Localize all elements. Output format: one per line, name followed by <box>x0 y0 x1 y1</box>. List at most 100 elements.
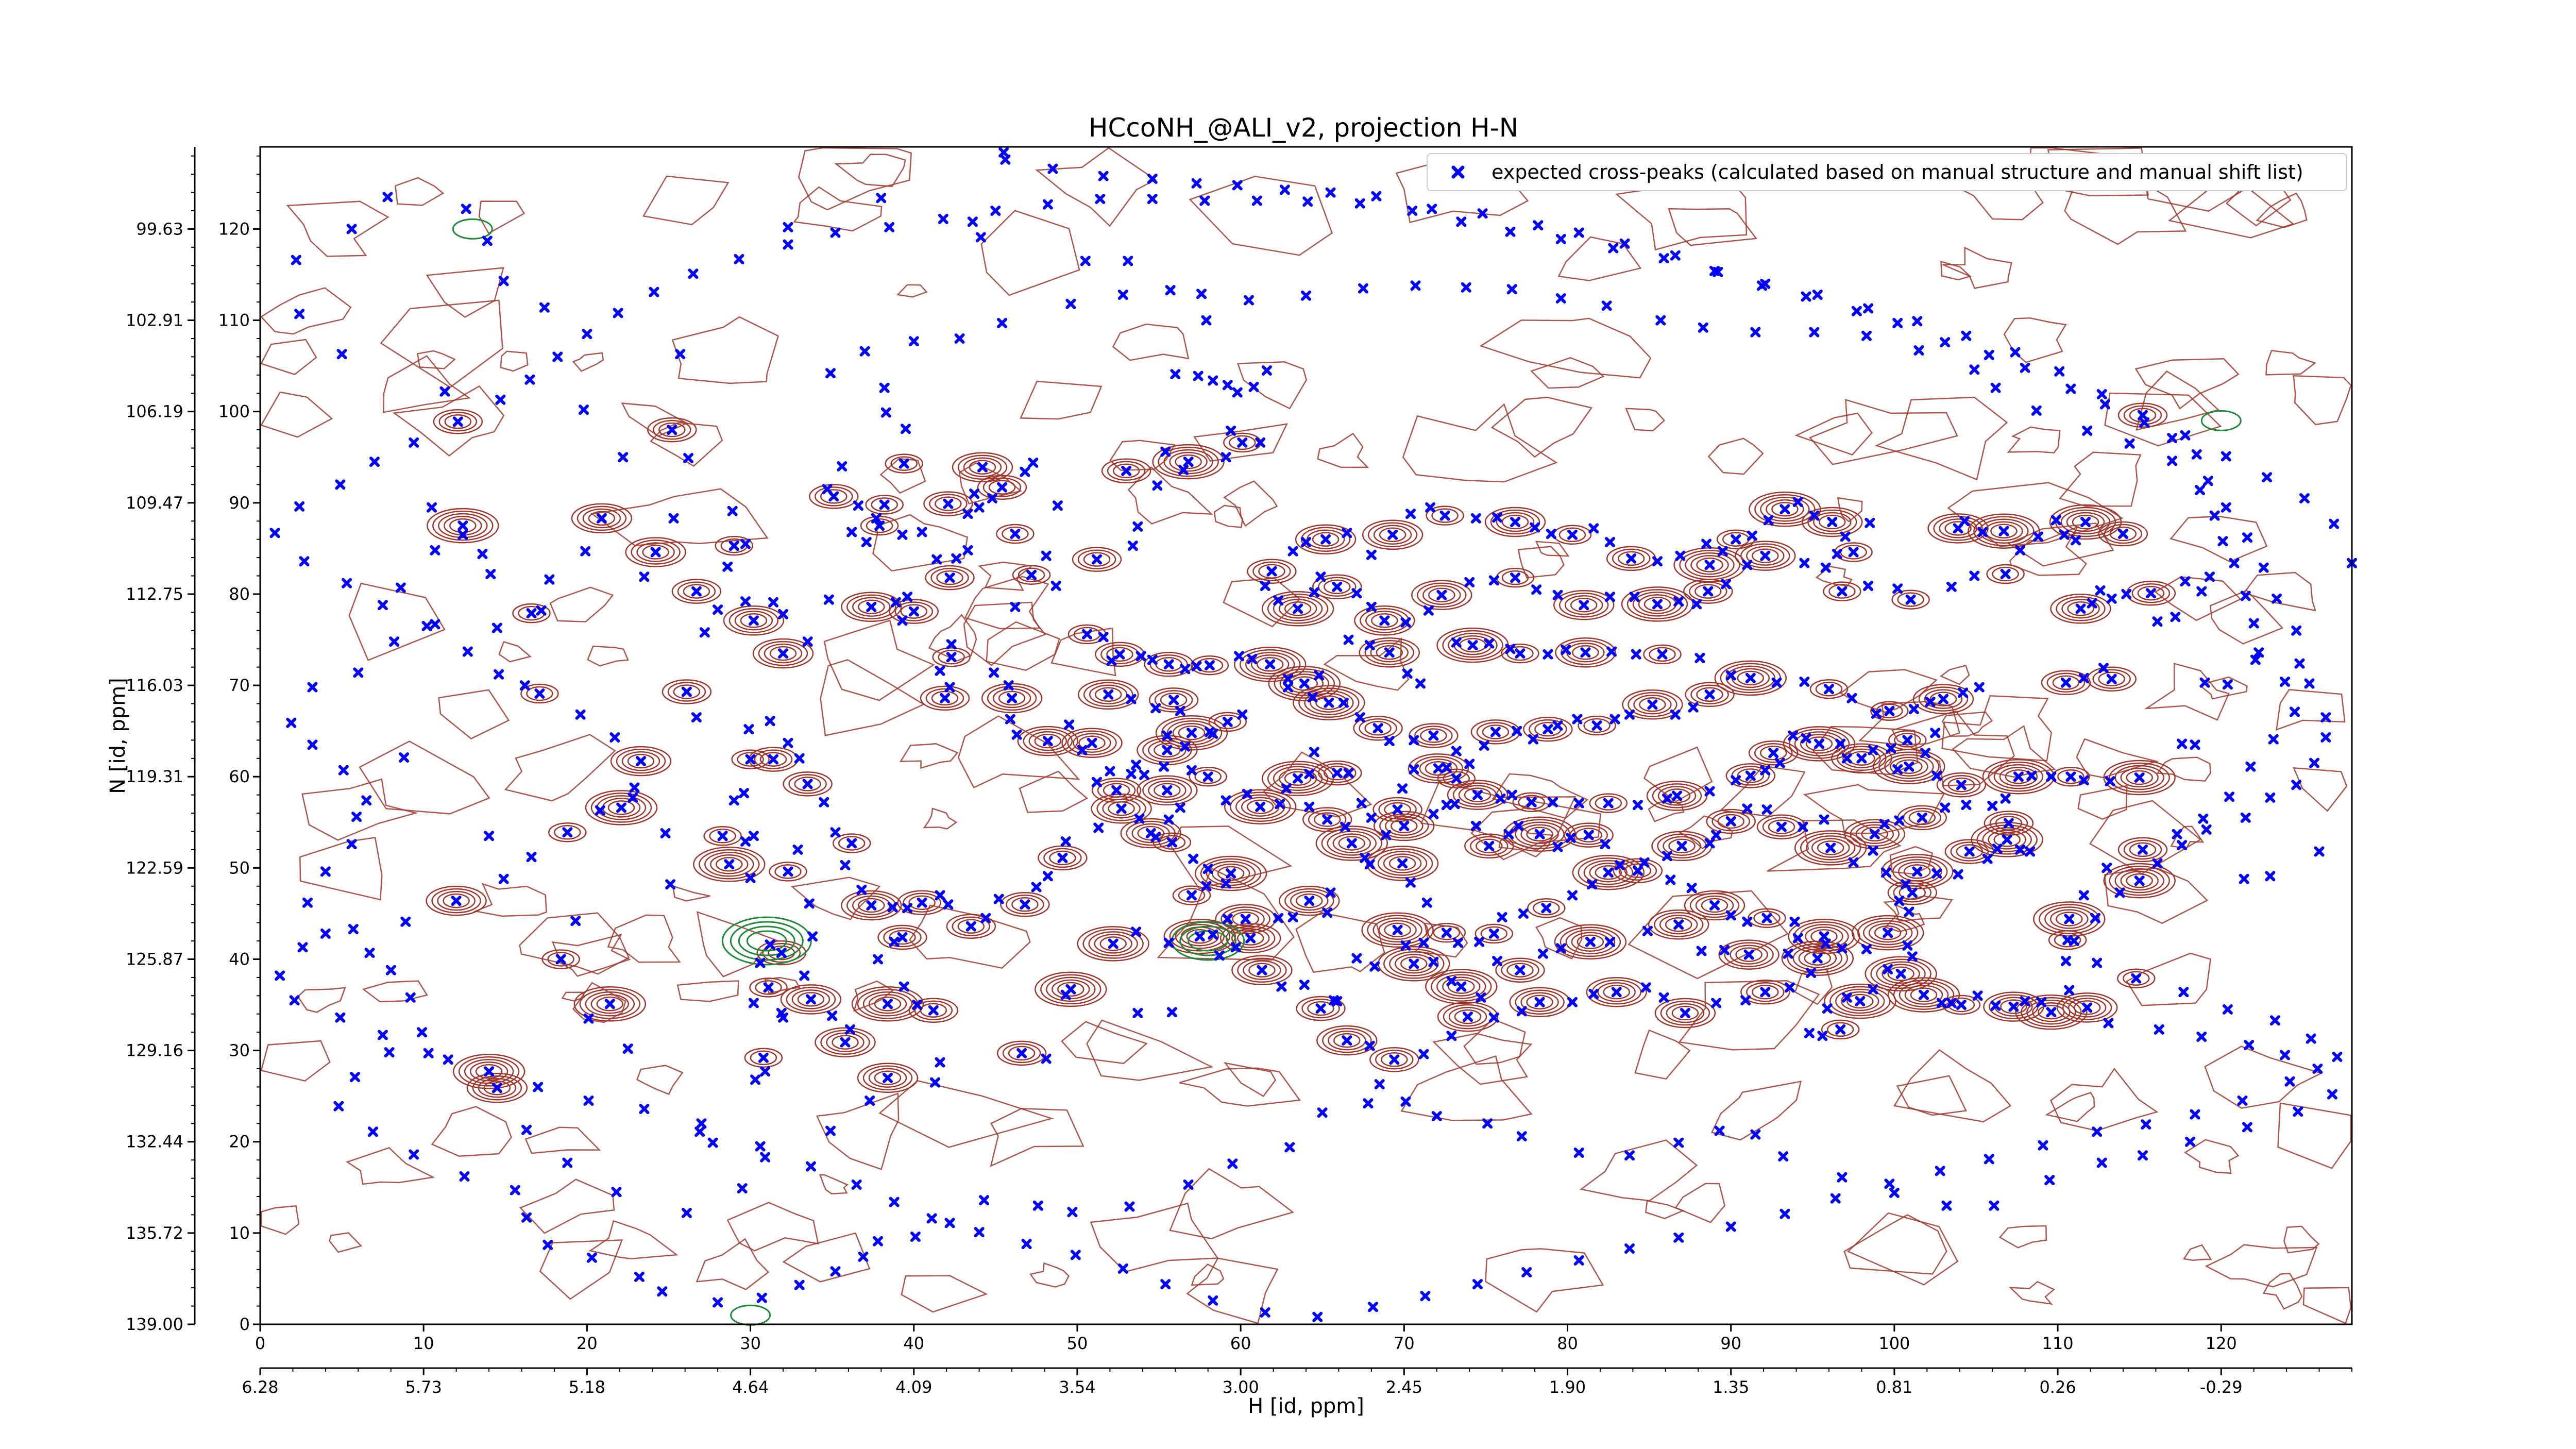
peak-contour <box>1533 901 1560 916</box>
peak-contour <box>1431 971 1492 1002</box>
cross-peak <box>1208 375 1218 386</box>
peak-contour <box>1711 811 1750 832</box>
peak-contour <box>2067 601 2094 616</box>
cross-peak <box>634 1271 645 1282</box>
cross-peak <box>889 1197 900 1207</box>
peak-contour <box>1274 668 1335 699</box>
cross-peak <box>1789 916 1800 927</box>
peak-contour <box>621 751 660 771</box>
cross-peak <box>1725 910 1736 921</box>
peak-contour <box>1924 689 1963 709</box>
peak-contour <box>1442 976 1481 997</box>
cross-peak <box>765 939 775 950</box>
cross-peak <box>639 1104 650 1114</box>
cross-peak <box>1567 890 1578 901</box>
cross-peak <box>2196 586 2207 597</box>
noise-contour <box>1883 895 1953 922</box>
cross-peak <box>1780 504 1790 515</box>
cross-peak <box>1605 592 1615 602</box>
peak-contour <box>797 992 825 1007</box>
peak-contour <box>1572 645 1599 660</box>
cross-peak <box>1175 802 1185 813</box>
peak-contour <box>1154 690 1193 710</box>
cross-peak <box>1546 529 1556 539</box>
noise-contour <box>1490 396 1593 458</box>
peak-contour <box>2131 583 2171 603</box>
cross-peak <box>1526 797 1537 807</box>
cross-peak <box>794 1279 805 1290</box>
cross-peak <box>861 537 872 547</box>
peak-contour <box>1442 630 1503 661</box>
cross-peak <box>1392 804 1403 815</box>
cross-peak <box>1421 897 1432 908</box>
peak-contour <box>1214 714 1242 730</box>
noise-contour <box>1952 725 2056 778</box>
cross-peak <box>737 1183 748 1194</box>
cross-peak <box>1721 579 1732 589</box>
cross-peak <box>1092 554 1102 565</box>
cross-peak <box>1931 868 1942 879</box>
cross-peak <box>443 1054 453 1065</box>
cross-peak <box>727 506 738 516</box>
noise-contour <box>572 982 626 1023</box>
cross-peak <box>1193 370 1204 381</box>
noise-contour <box>348 582 446 661</box>
peak-contour <box>1992 566 2019 582</box>
noise-contour <box>2293 375 2352 426</box>
peak-contour <box>2120 767 2159 788</box>
peak-contour <box>1452 782 1503 807</box>
cross-peak <box>1792 497 1803 507</box>
cross-peak <box>1912 866 1923 877</box>
cross-peak <box>485 569 496 579</box>
peak-contour <box>1158 835 1186 850</box>
cross-peak <box>1555 943 1566 954</box>
noise-contour <box>696 911 778 978</box>
cross-peak <box>1134 813 1145 824</box>
cross-peak <box>1087 737 1097 748</box>
peak-contour <box>755 980 782 995</box>
cross-peak <box>1420 1291 1431 1302</box>
peak-contour <box>1870 958 1931 989</box>
peak-contour <box>449 518 477 533</box>
peak-contour <box>2129 842 2157 857</box>
cross-peak <box>1431 1111 1442 1122</box>
cross-peak <box>2096 1157 2107 1168</box>
noise-contour <box>1236 361 1308 410</box>
cross-peak <box>1251 195 1262 206</box>
peak-contour <box>704 852 754 877</box>
cross-peak <box>1392 924 1403 935</box>
negative-contour <box>721 916 812 966</box>
cross-peak <box>830 227 841 238</box>
peak-contour <box>820 489 848 504</box>
cross-peak <box>1106 655 1117 666</box>
cross-peak <box>879 499 890 510</box>
cross-peak <box>462 646 473 657</box>
cross-peak <box>583 1096 594 1106</box>
cross-peak <box>524 374 535 385</box>
cross-peak <box>1680 1008 1690 1018</box>
peak-contour <box>1572 854 1645 890</box>
cross-peak <box>866 900 877 911</box>
cross-peak <box>1806 968 1817 978</box>
cross-peak <box>1629 592 1640 602</box>
cross-peak <box>1587 879 1598 890</box>
peak-contour <box>1475 923 1514 944</box>
cross-peak <box>2191 449 2202 460</box>
peak-contour <box>815 486 853 507</box>
x-tick-label: 80 <box>1557 1334 1578 1353</box>
noise-contour <box>1940 665 1970 685</box>
peak-contour <box>957 454 1008 480</box>
cross-peak <box>1240 914 1251 924</box>
peak-contour <box>938 649 965 665</box>
cross-peak <box>459 1171 470 1182</box>
peak-contour <box>1236 931 1264 946</box>
peak-contour <box>1999 766 2038 787</box>
peak-contour <box>2103 863 2176 899</box>
noise-contour <box>260 1205 300 1235</box>
peak-contour <box>458 1056 520 1087</box>
cross-peak <box>853 500 863 511</box>
peak-contour <box>1077 926 1149 962</box>
peak-contour <box>1267 594 1329 624</box>
cross-peak <box>681 686 692 697</box>
cross-peak <box>1108 938 1118 949</box>
